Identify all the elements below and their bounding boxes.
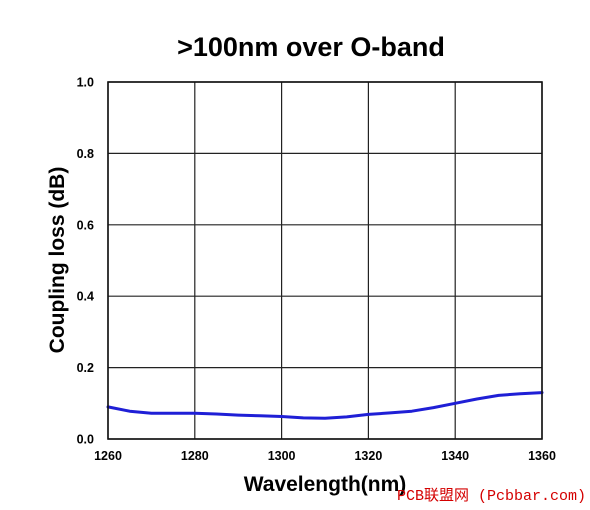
y-tick-label: 0.6: [77, 218, 94, 232]
y-tick-label: 0.4: [77, 290, 94, 304]
y-tick-label: 1.0: [77, 76, 94, 90]
chart-title: >100nm over O-band: [177, 32, 445, 62]
y-axis-label: Coupling loss (dB): [46, 167, 69, 354]
y-tick-label: 0.0: [77, 433, 94, 447]
x-tick-label: 1340: [441, 449, 469, 463]
x-tick-label: 1320: [354, 449, 382, 463]
watermark: PCB联盟网 (Pcbbar.com): [397, 487, 586, 505]
x-tick-label: 1300: [268, 449, 296, 463]
x-axis-ticks: 1260 1280 1300 1320 1340 1360: [94, 449, 556, 463]
grid: [107, 81, 543, 440]
series-line: [106, 391, 544, 420]
x-axis-label: Wavelength(nm): [244, 473, 407, 496]
series-layer: [106, 391, 544, 420]
x-tick-label: 1260: [94, 449, 122, 463]
plot-frame: [107, 81, 543, 440]
x-tick-label: 1280: [181, 449, 209, 463]
y-axis-ticks: 0.0 0.2 0.4 0.6 0.8 1.0: [77, 76, 94, 447]
y-tick-label: 0.8: [77, 147, 94, 161]
y-tick-label: 0.2: [77, 361, 94, 375]
x-tick-label: 1360: [528, 449, 556, 463]
